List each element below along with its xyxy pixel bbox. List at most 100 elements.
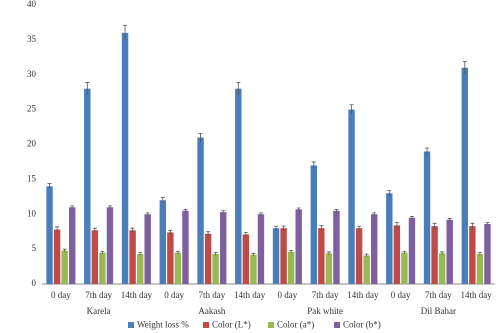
error-bar — [55, 226, 60, 233]
error-bar — [477, 252, 482, 256]
group-label: Pak white — [307, 306, 343, 316]
error-bar — [274, 225, 279, 231]
error-bar — [107, 205, 112, 209]
error-bar — [440, 251, 445, 255]
error-bar — [357, 225, 362, 231]
bar — [53, 229, 61, 284]
error-bar — [206, 231, 211, 236]
x-tick-label: 0 day — [391, 290, 411, 300]
x-tick-label: 7th day — [85, 290, 112, 300]
error-bar — [168, 229, 173, 235]
error-bar — [311, 161, 316, 169]
error-bar — [138, 252, 143, 256]
error-bar — [349, 104, 354, 115]
y-tick-label: 5 — [32, 243, 37, 253]
error-bar — [364, 253, 369, 257]
error-bar — [281, 225, 286, 231]
bar — [197, 137, 204, 284]
group-label: Karela — [87, 306, 111, 316]
x-tick-label: 14th day — [121, 290, 153, 300]
bar — [250, 254, 257, 284]
bar — [219, 212, 227, 284]
bar — [363, 255, 370, 284]
y-tick-label: 20 — [27, 139, 37, 149]
bar — [461, 67, 469, 285]
error-bar — [175, 250, 180, 255]
error-bar — [432, 222, 437, 229]
error-bar — [183, 208, 188, 213]
error-bar — [198, 132, 203, 142]
bar — [446, 219, 453, 284]
error-bar — [462, 61, 467, 75]
bar — [348, 109, 355, 284]
bar — [136, 254, 144, 284]
legend-label: Color (a*) — [277, 320, 314, 330]
bar — [370, 214, 378, 284]
y-tick-label: 10 — [27, 208, 37, 218]
bar — [469, 226, 476, 284]
bar — [295, 209, 302, 284]
error-bar — [130, 227, 135, 233]
legend-swatch — [203, 322, 209, 328]
bar — [257, 214, 265, 284]
bar — [438, 253, 446, 284]
error-bar — [470, 222, 475, 229]
bar — [144, 214, 151, 284]
bar — [242, 234, 250, 284]
x-tick-label: 14th day — [234, 290, 266, 300]
error-bar — [160, 197, 165, 204]
error-bar — [387, 190, 392, 197]
legend-label: Color (L*) — [212, 320, 251, 330]
bar — [46, 186, 53, 284]
error-bar — [145, 212, 150, 216]
x-tick-label: 7th day — [312, 290, 339, 300]
legend-label: Weight loss % — [137, 320, 189, 330]
group-label: Dil Bahar — [421, 306, 456, 316]
y-tick-label: 40 — [27, 0, 37, 9]
legend-swatch — [268, 322, 274, 328]
error-bar — [258, 212, 263, 216]
x-tick-label: 0 day — [164, 290, 184, 300]
y-tick-label: 35 — [27, 34, 37, 44]
error-bar — [402, 250, 407, 255]
legend-swatch — [128, 322, 134, 328]
error-bar — [243, 231, 248, 237]
bar — [310, 165, 318, 284]
x-tick-label: 14th day — [347, 290, 379, 300]
y-tick-label: 25 — [27, 104, 37, 114]
x-tick-label: 0 day — [51, 290, 71, 300]
bar — [318, 228, 325, 284]
error-bar — [485, 222, 490, 226]
bar — [212, 254, 219, 284]
bar — [68, 207, 76, 284]
bar — [204, 233, 212, 284]
bar — [287, 251, 295, 284]
error-bar — [100, 250, 105, 255]
error-bar — [334, 208, 339, 213]
bar — [235, 88, 242, 284]
error-bar — [47, 183, 52, 190]
error-bar — [296, 207, 301, 211]
bar — [121, 32, 129, 285]
legend-swatch — [334, 322, 340, 328]
error-bar — [447, 218, 452, 222]
bar — [61, 250, 68, 284]
bar — [174, 252, 182, 284]
bar — [272, 228, 280, 284]
error-bar — [425, 147, 430, 155]
bar — [401, 252, 408, 284]
legend-label: Color (b*) — [343, 320, 381, 330]
bar — [484, 224, 491, 284]
bar — [84, 88, 91, 284]
bar — [99, 252, 106, 284]
error-bar — [319, 225, 324, 231]
error-bar — [236, 82, 241, 95]
bar — [159, 200, 167, 284]
bar — [423, 151, 431, 284]
error-bar — [372, 212, 377, 216]
bar — [280, 228, 287, 284]
bar — [325, 253, 333, 284]
error-bar — [409, 215, 414, 220]
group-label: Aakash — [198, 306, 225, 316]
x-tick-label: 7th day — [199, 290, 226, 300]
